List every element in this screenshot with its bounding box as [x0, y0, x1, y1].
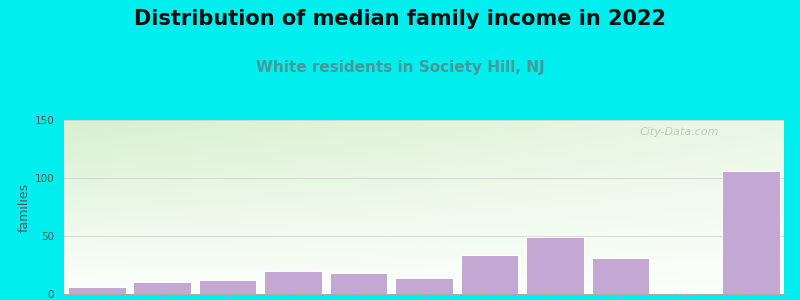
Bar	[591, 258, 649, 294]
Bar	[199, 280, 257, 294]
Y-axis label: families: families	[18, 182, 30, 232]
Bar	[330, 273, 387, 294]
Bar	[461, 255, 518, 294]
Bar	[722, 171, 780, 294]
Text: City-Data.com: City-Data.com	[640, 127, 719, 137]
Text: Distribution of median family income in 2022: Distribution of median family income in …	[134, 9, 666, 29]
Bar	[264, 271, 322, 294]
Text: White residents in Society Hill, NJ: White residents in Society Hill, NJ	[256, 60, 544, 75]
Bar	[68, 287, 126, 294]
Bar	[395, 278, 453, 294]
Bar	[134, 282, 191, 294]
Bar	[526, 237, 584, 294]
